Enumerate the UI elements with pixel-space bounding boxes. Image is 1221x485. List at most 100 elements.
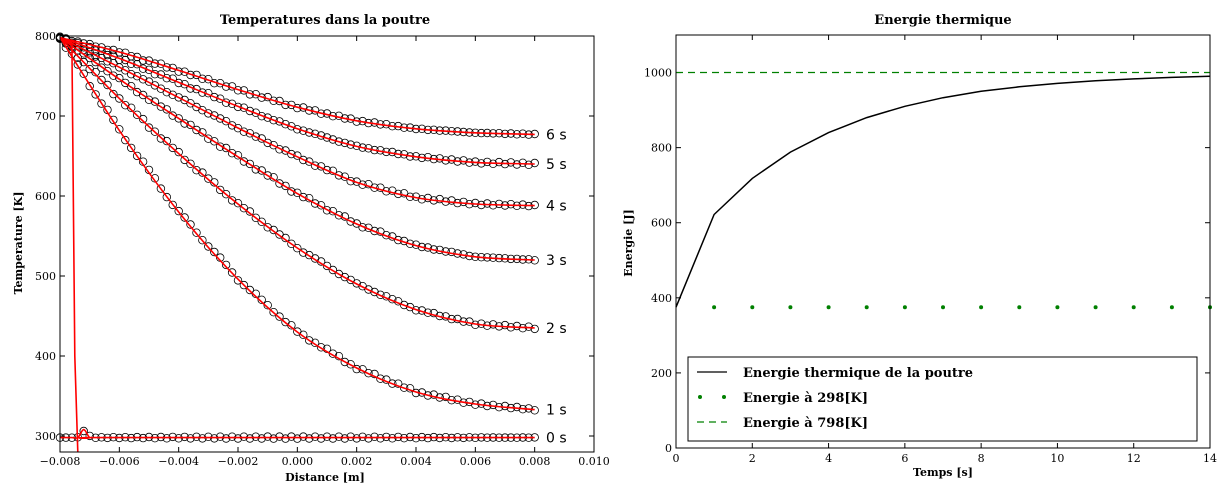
data-marker	[221, 260, 231, 270]
data-marker	[186, 220, 195, 229]
data-marker	[512, 321, 522, 331]
x-tick-label: 10	[1050, 452, 1064, 465]
energy-chart: Energie thermique Temps [s] Energie [J] …	[622, 13, 1217, 479]
data-marker	[281, 181, 290, 191]
data-marker	[210, 247, 219, 257]
x-tick-label: 0.000	[282, 455, 314, 468]
data-marker	[310, 161, 320, 170]
data-point	[788, 305, 793, 310]
data-marker	[275, 179, 284, 188]
data-marker	[263, 223, 272, 232]
data-marker	[91, 67, 100, 77]
data-marker	[263, 171, 272, 180]
data-marker	[506, 158, 516, 167]
data-marker	[180, 119, 189, 128]
data-marker	[293, 188, 302, 197]
data-marker	[423, 193, 433, 203]
x-tick-label: −0.006	[99, 455, 140, 468]
data-marker	[316, 434, 326, 443]
series-label: 2 s	[546, 321, 567, 337]
data-marker	[239, 157, 249, 166]
y-tick-label: 1000	[644, 67, 672, 80]
y-tick-label: 400	[35, 350, 56, 363]
data-marker	[162, 136, 171, 146]
data-marker	[186, 120, 195, 130]
data-marker	[305, 157, 314, 166]
fit-line	[59, 36, 535, 207]
data-marker	[115, 94, 124, 103]
data-marker	[263, 432, 272, 441]
data-marker	[227, 121, 237, 130]
fit-line	[60, 428, 535, 439]
data-marker	[85, 53, 94, 63]
data-marker	[500, 320, 510, 330]
data-point	[902, 305, 907, 310]
y-tick-label: 800	[651, 142, 672, 155]
data-marker	[132, 151, 142, 161]
legend-dot	[698, 395, 702, 399]
data-marker	[204, 242, 213, 251]
data-marker	[168, 90, 177, 99]
data-marker	[221, 143, 231, 153]
data-marker	[334, 137, 344, 146]
data-marker	[162, 87, 171, 97]
data-marker	[257, 434, 266, 443]
data-marker	[186, 99, 195, 108]
data-marker	[494, 157, 504, 167]
data-marker	[287, 239, 296, 248]
data-marker	[103, 80, 112, 90]
data-marker	[180, 213, 189, 222]
data-marker	[168, 111, 177, 120]
data-marker	[144, 65, 154, 74]
data-marker	[115, 73, 124, 83]
x-tick-label: 4	[825, 452, 832, 465]
data-marker	[73, 60, 82, 69]
data-marker	[394, 379, 403, 388]
data-marker	[245, 434, 255, 443]
y-tick-label: 600	[651, 217, 672, 230]
plot-frame	[675, 34, 1211, 449]
data-marker	[227, 196, 237, 205]
series-line	[675, 75, 1211, 308]
data-marker	[358, 223, 367, 232]
data-marker	[245, 207, 255, 216]
y-tick-label: 300	[35, 430, 56, 443]
series-label: 4 s	[546, 199, 567, 215]
data-marker	[370, 287, 379, 297]
data-point	[750, 305, 755, 310]
y-tick-label: 200	[651, 367, 672, 380]
series-label: 3 s	[546, 253, 567, 269]
y-tick-label: 0	[665, 442, 672, 455]
data-point	[1055, 305, 1060, 310]
data-marker	[138, 114, 148, 124]
data-marker	[340, 357, 349, 367]
data-marker	[269, 434, 278, 443]
data-marker	[263, 113, 272, 122]
series-markers	[55, 426, 539, 443]
data-marker	[269, 225, 278, 235]
plot-area: −0.008 −0.006 −0.004 −0.002 0.000 0.002 0.004 0…	[35, 30, 610, 468]
data-point	[1169, 305, 1174, 310]
series-markers	[55, 32, 539, 334]
data-marker	[287, 432, 296, 441]
data-marker	[257, 295, 266, 304]
data-marker	[174, 206, 183, 216]
data-marker	[299, 126, 308, 135]
data-marker	[346, 432, 355, 441]
data-marker	[275, 312, 284, 321]
data-marker	[85, 81, 94, 91]
data-marker	[79, 426, 88, 436]
data-marker	[204, 134, 213, 143]
series-label: 6 s	[546, 127, 567, 143]
data-marker	[126, 103, 136, 112]
data-marker	[269, 140, 278, 150]
data-marker	[399, 300, 409, 310]
data-marker	[192, 432, 201, 441]
data-marker	[251, 132, 260, 141]
legend-box	[687, 356, 1198, 442]
y-tick-label: 600	[35, 190, 56, 203]
data-marker	[275, 432, 284, 441]
data-point	[826, 305, 831, 310]
legend-entry: Energie à 298[K]	[743, 391, 868, 406]
data-marker	[376, 290, 385, 299]
